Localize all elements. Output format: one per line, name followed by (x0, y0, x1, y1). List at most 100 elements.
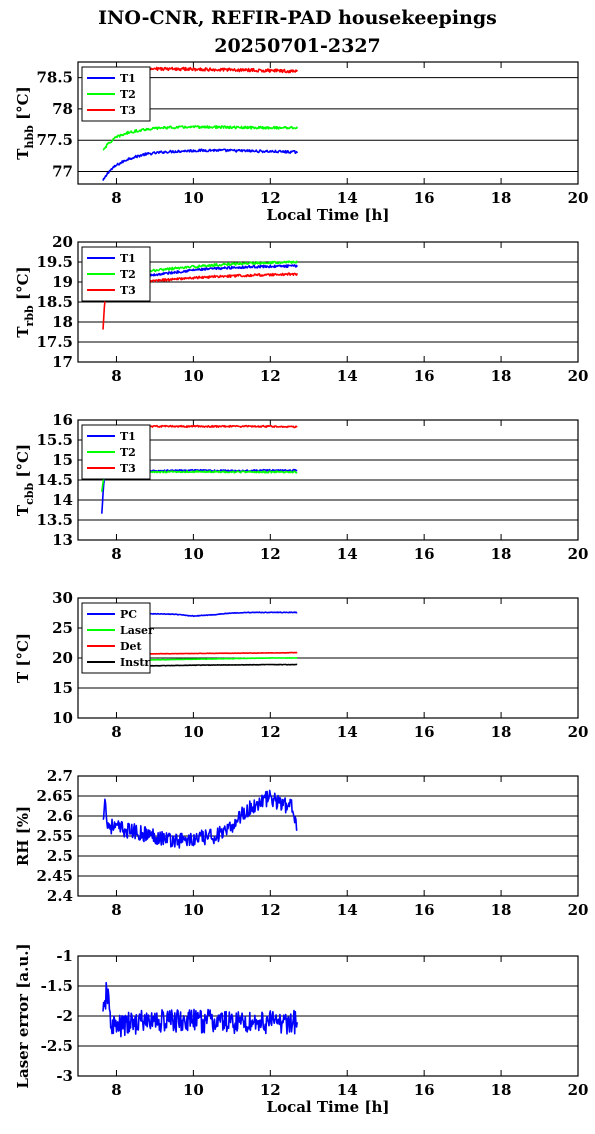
legend-label: Instr (120, 656, 150, 669)
y-tick-label: -1.5 (41, 977, 73, 995)
y-tick-label: -2 (56, 1007, 73, 1025)
x-tick-label: 12 (260, 901, 281, 919)
y-axis-label-main: T (14, 504, 32, 516)
y-tick-label: -2.5 (41, 1037, 73, 1055)
x-tick-label: 18 (491, 189, 512, 207)
y-tick-label: 30 (52, 589, 73, 607)
x-tick-label: 16 (414, 723, 435, 741)
x-tick-label: 20 (568, 367, 589, 385)
x-tick-label: 8 (111, 367, 121, 385)
y-axis-label-unit: [°C] (14, 266, 32, 305)
chart-panel-4: 8 10 12 14 16 18 20 10 15 20 25 30 T [°C] PC Laser Det I… (14, 589, 588, 741)
x-tick-label: 16 (414, 901, 435, 919)
x-tick-label: 10 (183, 1081, 204, 1099)
x-tick-label: 8 (111, 723, 121, 741)
y-tick-label: 20 (52, 233, 73, 251)
x-tick-label: 8 (111, 1081, 121, 1099)
legend: T1 T2 T3 (81, 424, 151, 480)
y-tick-label: 15 (52, 679, 73, 697)
y-tick-label: 15.5 (36, 431, 73, 449)
x-tick-label: 18 (491, 1081, 512, 1099)
y-tick-label: -3 (56, 1067, 73, 1085)
x-axis-label: Local Time [h] (267, 206, 390, 224)
x-tick-label: 14 (337, 901, 358, 919)
y-axis-label: T [°C] (14, 633, 32, 683)
y-tick-label: 77 (52, 162, 73, 180)
y-axis-label-subscript: cbb (23, 483, 36, 505)
y-axis-label: RH [%] (14, 806, 32, 866)
y-tick-label: 17 (52, 353, 73, 371)
plot-frame (77, 419, 579, 541)
y-axis-label-main: T (14, 148, 32, 160)
x-tick-label: 20 (568, 1081, 589, 1099)
x-axis-label: Local Time [h] (267, 1098, 390, 1116)
x-tick-label: 14 (337, 189, 358, 207)
y-tick-label: 2.55 (36, 827, 73, 845)
x-tick-label: 18 (491, 367, 512, 385)
figure-title-line-1: INO-CNR, REFIR-PAD housekeepings (98, 7, 497, 29)
x-tick-label: 10 (183, 545, 204, 563)
x-tick-label: 20 (568, 189, 589, 207)
y-tick-label: 19.5 (36, 253, 73, 271)
y-tick-label: 19 (52, 273, 73, 291)
y-axis-label: Thbb [°C] (14, 86, 36, 159)
x-tick-label: 20 (568, 545, 589, 563)
y-tick-label: 18 (52, 313, 73, 331)
x-tick-label: 8 (111, 189, 121, 207)
x-tick-label: 16 (414, 189, 435, 207)
x-tick-label: 8 (111, 545, 121, 563)
legend-label: T3 (120, 284, 136, 297)
x-tick-label: 14 (337, 1081, 358, 1099)
y-axis-label-main: T (14, 326, 32, 338)
y-tick-label: 2.7 (47, 767, 73, 785)
x-tick-label: 12 (260, 367, 281, 385)
plot-frame (77, 597, 579, 719)
y-tick-label: 2.5 (47, 847, 73, 865)
x-tick-label: 18 (491, 901, 512, 919)
y-tick-label: 2.45 (36, 867, 73, 885)
y-tick-label: 25 (52, 619, 73, 637)
x-tick-label: 18 (491, 545, 512, 563)
y-tick-label: 13.5 (36, 511, 73, 529)
series-line-t2 (102, 125, 298, 151)
chart-panel-6: 8 10 12 14 16 18 20 -3 -2.5 -2 -1.5 -1 Local Time [h… (14, 943, 588, 1116)
x-tick-label: 12 (260, 723, 281, 741)
y-tick-label: -1 (56, 947, 73, 965)
y-tick-label: 10 (52, 709, 73, 727)
legend-label: T3 (120, 104, 136, 117)
legend-label: PC (120, 608, 137, 621)
y-tick-label: 14 (52, 491, 73, 509)
y-axis-label: Laser error [a.u.] (14, 943, 32, 1088)
x-tick-label: 8 (111, 901, 121, 919)
y-tick-label: 15 (52, 451, 73, 469)
legend-label: T1 (120, 252, 136, 265)
y-tick-label: 78.5 (36, 69, 73, 87)
x-tick-label: 16 (414, 545, 435, 563)
y-tick-label: 14.5 (36, 471, 73, 489)
legend-label: T2 (120, 268, 136, 281)
y-tick-label: 18.5 (36, 293, 73, 311)
plot-frame (77, 955, 579, 1077)
chart-panel-2: 8 10 12 14 16 18 20 17 17.5 18 18.5 19 19.5 20 Trbb [°… (14, 233, 588, 385)
x-tick-label: 12 (260, 1081, 281, 1099)
y-tick-label: 16 (52, 411, 73, 429)
legend: T1 T2 T3 (81, 66, 151, 122)
y-axis-label: Trbb [°C] (14, 266, 36, 337)
x-tick-label: 10 (183, 189, 204, 207)
x-tick-label: 10 (183, 367, 204, 385)
y-tick-label: 2.65 (36, 787, 73, 805)
series-line-t1 (102, 148, 298, 181)
x-tick-label: 12 (260, 545, 281, 563)
x-tick-label: 20 (568, 723, 589, 741)
y-axis-label-unit: [°C] (14, 444, 32, 483)
x-tick-label: 18 (491, 723, 512, 741)
x-tick-label: 10 (183, 901, 204, 919)
legend-label: Det (120, 640, 143, 653)
x-tick-label: 14 (337, 367, 358, 385)
y-axis-label: Tcbb [°C] (14, 444, 36, 516)
y-tick-label: 17.5 (36, 333, 73, 351)
y-tick-label: 20 (52, 649, 73, 667)
x-tick-label: 16 (414, 367, 435, 385)
y-axis-label-subscript: hbb (23, 125, 36, 149)
legend-label: Laser (120, 624, 154, 637)
